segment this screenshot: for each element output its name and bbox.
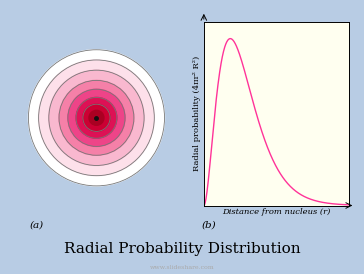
Circle shape <box>68 89 125 146</box>
Circle shape <box>83 104 110 132</box>
X-axis label: Distance from nucleus (r): Distance from nucleus (r) <box>222 208 331 216</box>
Circle shape <box>59 80 134 155</box>
Text: (b): (b) <box>202 221 217 230</box>
Text: Radial Probability Distribution: Radial Probability Distribution <box>64 242 300 256</box>
Circle shape <box>39 60 154 176</box>
Circle shape <box>76 97 117 138</box>
Text: www.slideshare.com: www.slideshare.com <box>150 265 214 270</box>
Text: (a): (a) <box>29 221 43 230</box>
Circle shape <box>89 110 104 125</box>
Circle shape <box>28 50 165 186</box>
Y-axis label: Radial probability (4πr² R²): Radial probability (4πr² R²) <box>193 56 201 171</box>
Circle shape <box>49 70 144 165</box>
